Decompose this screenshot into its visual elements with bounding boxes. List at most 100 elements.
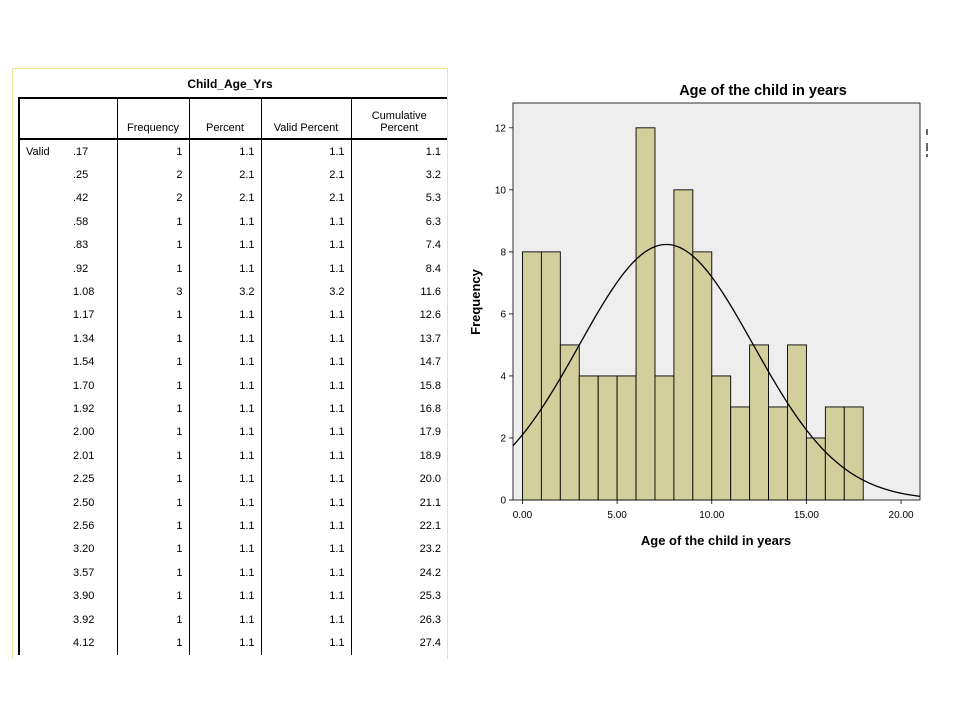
row-group-label [18,350,67,374]
histogram-bar [673,189,694,501]
row-cumulative-percent: 12.6 [350,303,447,328]
row-group-label [18,373,67,398]
row-valid-percent: 1.1 [260,256,351,281]
row-value: .25 [73,169,89,182]
row-cumulative-percent: 3.2 [350,163,447,187]
row-valid-percent: 1.1 [260,514,351,538]
row-cumulative-percent: 15.8 [350,373,447,398]
row-value: 4.12 [73,636,95,649]
table-row: 3.90 1 1.1 1.1 25.3 [18,584,447,608]
histogram-bar [522,251,542,501]
row-percent: 1.1 [188,373,261,398]
header-cumulative-percent: Cumulative Percent [350,97,447,140]
row-group-label [18,210,67,234]
row-cumulative-percent: 6.3 [350,210,447,234]
row-value: .17 [73,145,89,158]
row-frequency: 1 [116,444,189,468]
histogram-bar [805,437,826,501]
row-frequency: 3 [116,280,189,304]
table-row: 3.92 1 1.1 1.1 26.3 [18,607,447,632]
row-frequency: 1 [116,514,189,538]
row-percent: 1.1 [188,607,261,632]
histogram-bar [711,375,732,501]
row-percent: 2.1 [188,186,261,211]
row-percent: 1.1 [188,444,261,468]
row-group-label [18,490,67,515]
row-percent: 1.1 [188,303,261,328]
header-cumulative-line2: Percent [380,122,419,134]
histogram-bar [559,344,580,501]
row-valid-percent: 1.1 [260,327,351,351]
row-frequency: 1 [116,256,189,281]
table-row: 1.17 1 1.1 1.1 12.6 [18,303,447,328]
x-tick-label: 0.00 [513,510,533,521]
row-percent: 1.1 [188,327,261,351]
row-frequency: 1 [116,397,189,421]
row-valid-percent: 1.1 [260,233,351,257]
row-value: 2.25 [73,473,95,486]
table-row: .92 1 1.1 1.1 8.4 [18,256,447,281]
row-cumulative-percent: 7.4 [350,233,447,257]
histogram-bar [654,375,675,501]
histogram-bar [635,127,656,501]
row-valid-percent: 1.1 [260,490,351,515]
row-group-label [18,233,67,257]
row-percent: 1.1 [188,467,261,491]
row-value: 1.92 [73,402,95,415]
row-valid-percent: 3.2 [260,280,351,304]
table-row: 3.20 1 1.1 1.1 23.2 [18,537,447,562]
row-group-label [18,631,67,655]
row-frequency: 2 [116,186,189,211]
row-value: 3.92 [73,613,95,626]
row-value: 1.08 [73,286,95,299]
row-group-label [18,420,67,445]
normal-curve [512,243,921,497]
histogram-bar [578,375,599,501]
table-header-row: Frequency Percent Valid Percent Cumulati… [18,97,447,140]
header-percent: Percent [188,97,261,140]
row-valid-percent: 1.1 [260,303,351,328]
row-frequency: 1 [116,327,189,351]
row-frequency: 2 [116,163,189,187]
table-row: .58 1 1.1 1.1 6.3 [18,210,447,234]
row-cumulative-percent: 11.6 [350,280,447,304]
table-row: 1.54 1 1.1 1.1 14.7 [18,350,447,374]
table-row: 1.92 1 1.1 1.1 16.8 [18,397,447,421]
row-frequency: 1 [116,210,189,234]
row-valid-percent: 1.1 [260,444,351,468]
row-group-label [18,327,67,351]
row-cumulative-percent: 14.7 [350,350,447,374]
histogram-bar [843,406,864,501]
row-cumulative-percent: 24.2 [350,561,447,585]
row-cumulative-percent: 5.3 [350,186,447,211]
row-percent: 3.2 [188,280,261,304]
row-value: .83 [73,239,89,252]
row-frequency: 1 [116,490,189,515]
row-cumulative-percent: 8.4 [350,256,447,281]
x-tick-label: 20.00 [889,510,914,521]
row-value: 2.01 [73,449,95,462]
histogram-bar [692,251,713,501]
row-valid-percent: 1.1 [260,584,351,608]
y-tick-label: 4 [500,371,506,382]
row-frequency: 1 [116,420,189,445]
row-frequency: 1 [116,631,189,655]
row-value: 2.00 [73,426,95,439]
table-body: Valid .17 1 1.1 1.1 1.1.25 2 2.1 2.1 3.2.42 2 2.1 2.… [18,139,447,655]
row-value: 1.54 [73,356,95,369]
frequency-table: Frequency Percent Valid Percent Cumulati… [18,97,447,655]
row-cumulative-percent: 25.3 [350,584,447,608]
row-frequency: 1 [116,233,189,257]
row-percent: 1.1 [188,397,261,421]
row-value: 1.34 [73,332,95,345]
table-row: 1.34 1 1.1 1.1 13.7 [18,327,447,351]
histogram-bar [787,344,807,501]
chart-title: Age of the child in years [679,83,847,99]
row-group-label [18,280,67,304]
table-row: 2.25 1 1.1 1.1 20.0 [18,467,447,491]
row-valid-percent: 1.1 [260,420,351,445]
row-frequency: 1 [116,303,189,328]
row-frequency: 1 [116,607,189,632]
row-valid-percent: 1.1 [260,467,351,491]
table-row: 2.01 1 1.1 1.1 18.9 [18,444,447,468]
